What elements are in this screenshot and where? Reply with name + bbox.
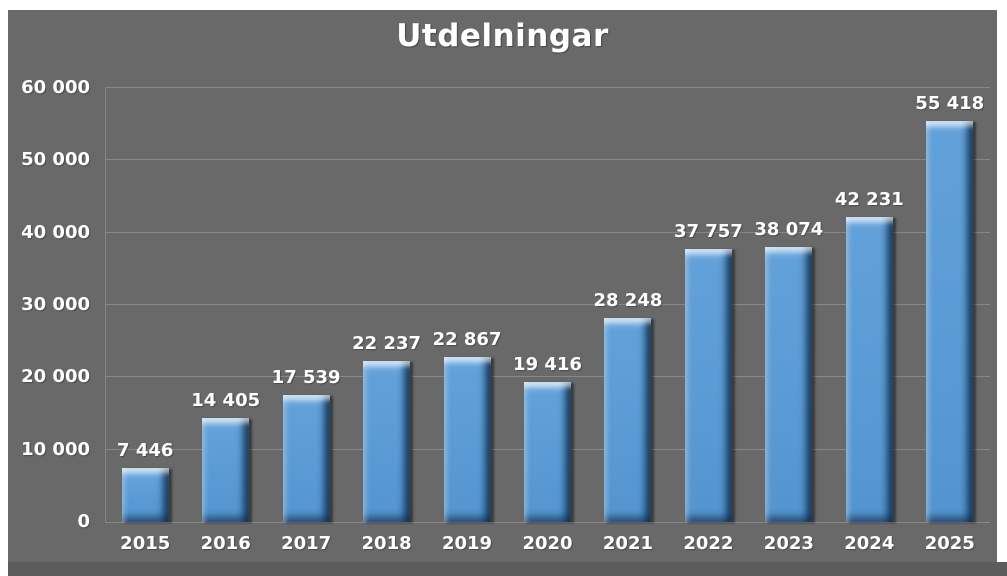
bar-value-label: 42 231 — [834, 188, 904, 210]
chart-bottom-shadow — [8, 562, 1007, 576]
bar-value-label: 22 867 — [432, 328, 502, 350]
bar-2018[interactable] — [363, 361, 411, 522]
x-tick-label: 2020 — [522, 533, 573, 554]
bar-2017[interactable] — [282, 395, 330, 522]
gridline — [105, 376, 990, 378]
x-tick-label: 2024 — [844, 533, 895, 554]
x-tick-label: 2022 — [683, 533, 734, 554]
bar-slot: 55 418 — [910, 88, 990, 522]
bar-2022[interactable] — [684, 248, 732, 522]
dividends-bar-chart: Utdelningar 60 000 50 000 40 000 30 000 20 0… — [8, 10, 997, 562]
y-tick-label: 20 000 — [21, 366, 90, 388]
bar-value-label: 28 248 — [593, 289, 663, 311]
gridline — [105, 159, 990, 161]
bar-slot: 17 539 — [266, 88, 346, 522]
bar-value-label: 19 416 — [513, 353, 582, 375]
chart-title: Utdelningar — [396, 18, 609, 54]
bar-series: 7 446 14 405 17 539 22 237 22 867 19 416 28 24… — [105, 88, 990, 522]
y-axis: 60 000 50 000 40 000 30 000 20 000 10 000 0 — [8, 77, 90, 532]
bar-slot: 22 867 — [427, 88, 507, 522]
y-tick-label: 60 000 — [21, 77, 90, 98]
x-axis: 2015 2016 2017 2018 2019 2020 2021 2022 2023 2024… — [105, 532, 990, 556]
x-tick-label: 2023 — [763, 533, 814, 554]
bar-slot: 38 074 — [749, 88, 829, 522]
gridline — [105, 87, 990, 88]
bar-2023[interactable] — [765, 246, 813, 522]
bar-2020[interactable] — [523, 381, 571, 522]
bar-value-label: 37 757 — [673, 220, 743, 242]
bar-2019[interactable] — [443, 356, 491, 522]
bar-value-label: 22 237 — [352, 333, 422, 355]
bar-slot: 7 446 — [105, 88, 185, 522]
bar-value-label: 55 418 — [915, 93, 985, 115]
bar-2021[interactable] — [604, 317, 652, 522]
x-tick-label: 2019 — [441, 533, 493, 554]
bar-value-label: 17 539 — [271, 367, 341, 389]
bar-value-label: 38 074 — [754, 218, 824, 240]
x-tick-label: 2015 — [120, 533, 171, 554]
gridline — [105, 522, 990, 523]
x-tick-label: 2017 — [281, 533, 332, 554]
plot-area: 7 446 14 405 17 539 22 237 22 867 19 416 28 24… — [105, 87, 990, 523]
y-axis-line — [105, 88, 106, 522]
bar-value-label: 14 405 — [191, 389, 261, 411]
gridline — [105, 231, 990, 233]
x-tick-label: 2016 — [200, 533, 251, 554]
bar-slot: 14 405 — [185, 88, 265, 522]
bar-slot: 42 231 — [829, 88, 909, 522]
gridline — [105, 304, 990, 305]
bar-value-label: 7 446 — [117, 440, 174, 462]
bar-slot: 19 416 — [507, 88, 587, 522]
y-tick-label: 50 000 — [21, 149, 90, 171]
bar-slot: 37 757 — [668, 88, 748, 522]
x-tick-label: 2025 — [924, 533, 975, 554]
y-tick-label: 0 — [77, 511, 90, 532]
bar-2015[interactable] — [121, 468, 169, 522]
x-tick-label: 2021 — [602, 533, 653, 554]
bar-2016[interactable] — [202, 417, 250, 522]
bar-slot: 28 248 — [588, 88, 668, 522]
y-tick-label: 10 000 — [21, 438, 90, 460]
x-tick-label: 2018 — [361, 533, 412, 554]
bar-2024[interactable] — [845, 216, 893, 522]
bar-slot: 22 237 — [346, 88, 426, 522]
y-tick-label: 30 000 — [21, 294, 90, 315]
bar-2025[interactable] — [926, 121, 974, 522]
y-tick-label: 40 000 — [21, 221, 90, 243]
